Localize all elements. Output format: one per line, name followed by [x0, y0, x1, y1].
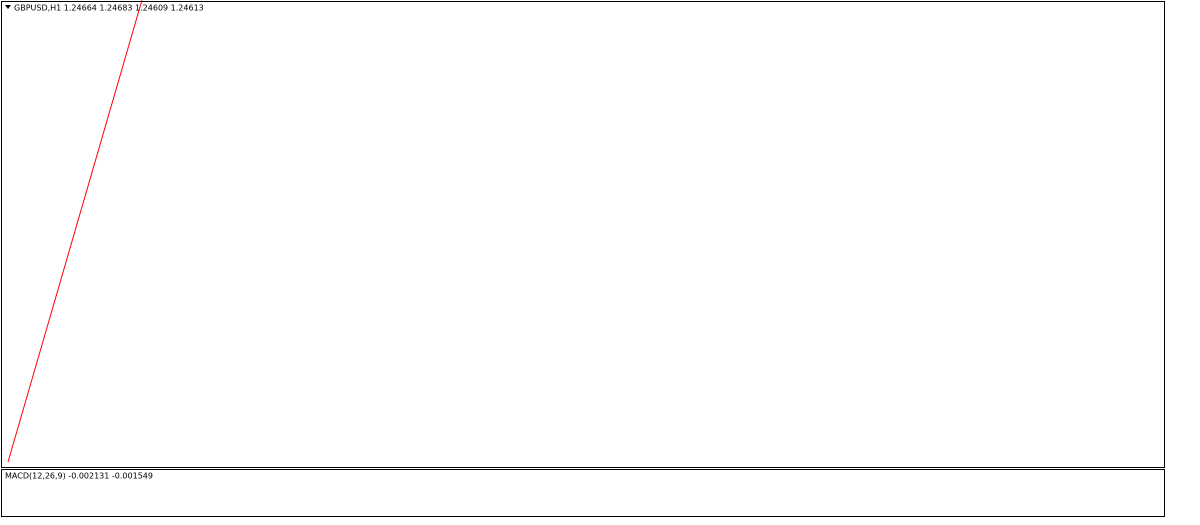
menu-arrow: [5, 5, 11, 9]
macd-frame: [1, 469, 1165, 517]
chart-title: GBPUSD,H1 1.24664 1.24683 1.24609 1.2461…: [14, 4, 204, 13]
trend-line: [7, 0, 143, 463]
main-frame: [1, 1, 1165, 468]
macd-title: MACD(12,26,9) -0.002131 -0.001549: [5, 472, 153, 481]
